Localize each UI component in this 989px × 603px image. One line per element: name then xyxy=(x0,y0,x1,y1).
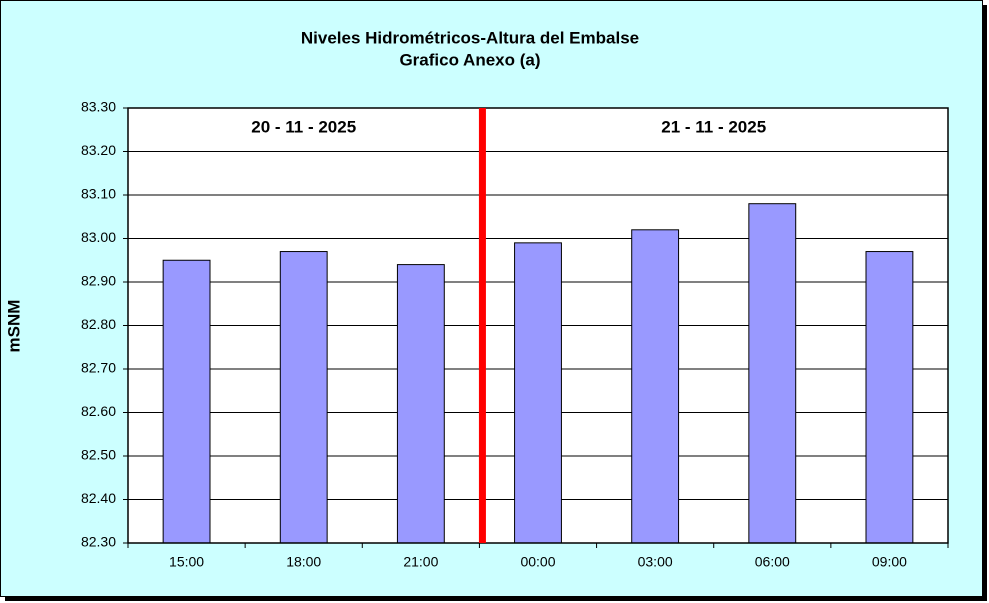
y-tick-label: 82.40 xyxy=(81,490,116,506)
y-tick-label: 83.30 xyxy=(81,99,116,115)
x-tick-label: 03:00 xyxy=(638,554,673,570)
bar xyxy=(865,251,914,544)
y-tick-label: 83.20 xyxy=(81,142,116,158)
x-tick-label: 09:00 xyxy=(872,554,907,570)
x-tick-label: 18:00 xyxy=(286,554,321,570)
bar xyxy=(396,264,445,544)
chart-subtitle: Grafico Anexo (a) xyxy=(399,50,540,69)
bar xyxy=(514,242,562,544)
y-tick-label: 82.50 xyxy=(81,447,116,463)
bar xyxy=(631,229,680,544)
bar xyxy=(162,259,211,544)
y-tick-label: 82.60 xyxy=(81,403,116,419)
y-tick-label: 83.00 xyxy=(81,229,116,245)
y-tick-label: 82.90 xyxy=(81,273,116,289)
y-tick-label: 82.30 xyxy=(81,534,116,550)
chart-title: Niveles Hidrométricos-Altura del Embalse xyxy=(301,28,639,47)
date-annotation: 20 - 11 - 2025 xyxy=(251,117,356,136)
y-tick-label: 83.10 xyxy=(81,186,116,202)
plot-border xyxy=(127,107,949,544)
y-tick-label: 82.70 xyxy=(81,360,116,376)
date-annotation: 21 - 11 - 2025 xyxy=(661,117,766,136)
y-axis-title: mSNM xyxy=(4,300,23,353)
y-tick-label: 82.80 xyxy=(81,316,116,332)
x-tick-label: 06:00 xyxy=(755,554,790,570)
bar xyxy=(279,251,328,544)
x-tick-label: 21:00 xyxy=(403,554,438,570)
bar xyxy=(748,203,797,544)
x-tick-label: 15:00 xyxy=(169,554,204,570)
x-tick-label: 00:00 xyxy=(520,554,555,570)
